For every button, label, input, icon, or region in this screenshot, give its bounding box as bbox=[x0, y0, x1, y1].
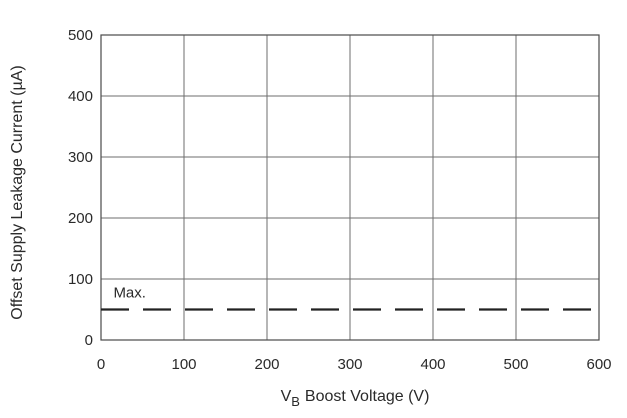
x-axis-title-text: Boost Voltage (V) bbox=[305, 388, 430, 405]
y-tick-label: 100 bbox=[68, 271, 93, 288]
y-tick-label: 200 bbox=[68, 210, 93, 227]
tick-labels: 0 100 200 300 400 500 600 0 100 200 300 400 500 bbox=[68, 27, 612, 373]
x-axis-title: VB Boost Voltage (V) bbox=[281, 388, 430, 409]
plot-frame bbox=[100, 34, 600, 341]
x-tick-label: 100 bbox=[171, 356, 196, 373]
max-annotation: Max. bbox=[113, 285, 146, 302]
y-tick-label: 400 bbox=[68, 88, 93, 105]
y-tick-label: 500 bbox=[68, 27, 93, 44]
x-tick-label: 200 bbox=[254, 356, 279, 373]
x-tick-label: 500 bbox=[503, 356, 528, 373]
x-tick-label: 400 bbox=[420, 356, 445, 373]
x-tick-label: 600 bbox=[586, 356, 611, 373]
grid bbox=[101, 35, 599, 340]
x-axis-title-prefix: V bbox=[281, 388, 292, 405]
plot-border bbox=[100, 34, 600, 341]
y-tick-label: 300 bbox=[68, 149, 93, 166]
x-tick-label: 0 bbox=[97, 356, 105, 373]
series-layer: Max. bbox=[101, 285, 599, 311]
x-axis-title-subscript: B bbox=[291, 394, 300, 409]
y-axis-title: Offset Supply Leakage Current (µA) bbox=[9, 65, 26, 319]
x-tick-label: 300 bbox=[337, 356, 362, 373]
y-tick-label: 0 bbox=[85, 332, 93, 349]
axis-titles: VB Boost Voltage (V) Offset Supply Leakag… bbox=[9, 65, 429, 409]
